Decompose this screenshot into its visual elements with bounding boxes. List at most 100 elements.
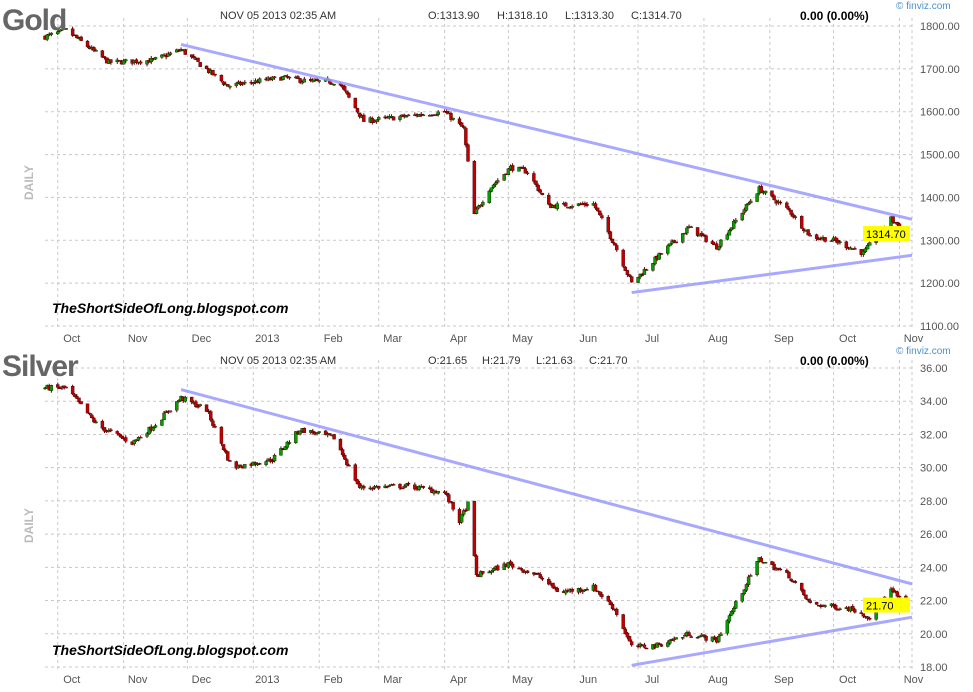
candle-body [192, 56, 196, 58]
candle-body [651, 263, 655, 271]
candle-body [243, 81, 247, 84]
trend-line [180, 42, 913, 221]
candle-body [817, 238, 821, 241]
candle-body [717, 246, 721, 250]
candle-body [102, 56, 107, 58]
candle-body [636, 277, 640, 283]
candle-body [462, 510, 466, 515]
candle-body [353, 464, 358, 481]
candle-body [459, 122, 464, 127]
candle-body [608, 231, 613, 240]
finviz-link[interactable]: © finviz.com [896, 1, 951, 12]
candle-body [442, 491, 447, 493]
candle-body [132, 439, 136, 444]
candle-body [672, 240, 676, 243]
x-tick-label: Sep [774, 333, 794, 345]
candle-body [806, 598, 810, 601]
candle-body [445, 111, 449, 114]
candle-body [168, 410, 173, 413]
candle-body [92, 417, 96, 423]
candle-body [315, 432, 319, 434]
candle-body [729, 227, 734, 231]
candle-body [160, 419, 164, 426]
candle-body [861, 613, 866, 617]
candle-body [385, 486, 389, 488]
candle-body [787, 207, 791, 210]
candle-body [219, 74, 224, 82]
candle-body [759, 186, 764, 193]
candle-body [413, 484, 417, 490]
candle-body [58, 29, 62, 32]
y-tick-label: 1600.00 [920, 107, 960, 119]
y-tick-label: 30.00 [920, 463, 948, 475]
candle-body [323, 430, 328, 435]
candle-body [257, 78, 262, 83]
candle-body [555, 203, 559, 210]
candle-body [808, 600, 812, 603]
candle-body [251, 82, 256, 85]
silver-panel: 36.00 34.00 32.00 30.00 28.00 26.00 24.00 22.00… [0, 345, 973, 692]
candle-body [221, 444, 226, 450]
candle-body [75, 35, 79, 39]
candle-body [149, 58, 153, 63]
candle-body [823, 605, 827, 607]
y-tick-label: 1400.00 [920, 192, 960, 204]
low-value: L:21.63 [536, 355, 573, 367]
candle-body [525, 570, 530, 573]
finviz-link[interactable]: © finviz.com [896, 346, 951, 357]
candle-body [221, 81, 226, 85]
candle-body [353, 97, 358, 109]
candle-body [136, 437, 141, 441]
candle-body [345, 90, 349, 94]
candle-body [510, 563, 515, 568]
candle-body [211, 420, 215, 426]
candle-body [532, 173, 536, 182]
candle-body [466, 501, 470, 511]
candle-body [553, 587, 557, 589]
candle-body [489, 570, 494, 573]
candle-body [70, 28, 75, 36]
y-tick-label: 1800.00 [920, 21, 960, 33]
candle-body [702, 234, 706, 237]
candle-body [362, 486, 366, 489]
candle-body [436, 490, 440, 494]
candle-body [521, 569, 525, 573]
candle-body [117, 60, 122, 62]
candle-body [683, 232, 687, 235]
y-tick-label: 1100.00 [920, 321, 959, 333]
candle-body [547, 579, 551, 585]
y-tick-label: 20.00 [920, 629, 948, 641]
candle-body [496, 565, 500, 571]
candle-body [345, 459, 349, 466]
last-price-box [863, 225, 910, 241]
candle-body [834, 605, 838, 610]
gold-chart: 1800.00 1700.00 1600.00 1500.00 1400.00 1300.… [43, 18, 960, 345]
candle-body [666, 245, 670, 254]
candle-body [700, 232, 704, 236]
candle-body [687, 632, 691, 637]
candle-body [285, 76, 290, 78]
candle-body [538, 189, 542, 193]
candle-body [502, 174, 506, 181]
candle-body [623, 628, 627, 635]
x-tick-label: Oct [839, 333, 856, 345]
x-tick-label: Nov [904, 674, 924, 686]
candle-body [213, 73, 217, 76]
candle-body [763, 562, 768, 564]
candle-body [238, 464, 243, 468]
candle-body [94, 50, 98, 52]
y-tick-label: 22.00 [920, 596, 948, 608]
candle-body [347, 464, 351, 467]
candle-body [564, 590, 568, 594]
candle-body [785, 570, 789, 573]
candle-body [895, 221, 900, 225]
x-tick-label: Jul [645, 674, 659, 686]
candle-body [240, 83, 245, 85]
candle-body [377, 117, 381, 120]
candle-body [145, 433, 149, 437]
candle-body [704, 636, 708, 641]
candle-body [625, 270, 630, 275]
candle-body [610, 603, 615, 609]
candle-body [746, 576, 751, 585]
candle-body [228, 460, 232, 462]
